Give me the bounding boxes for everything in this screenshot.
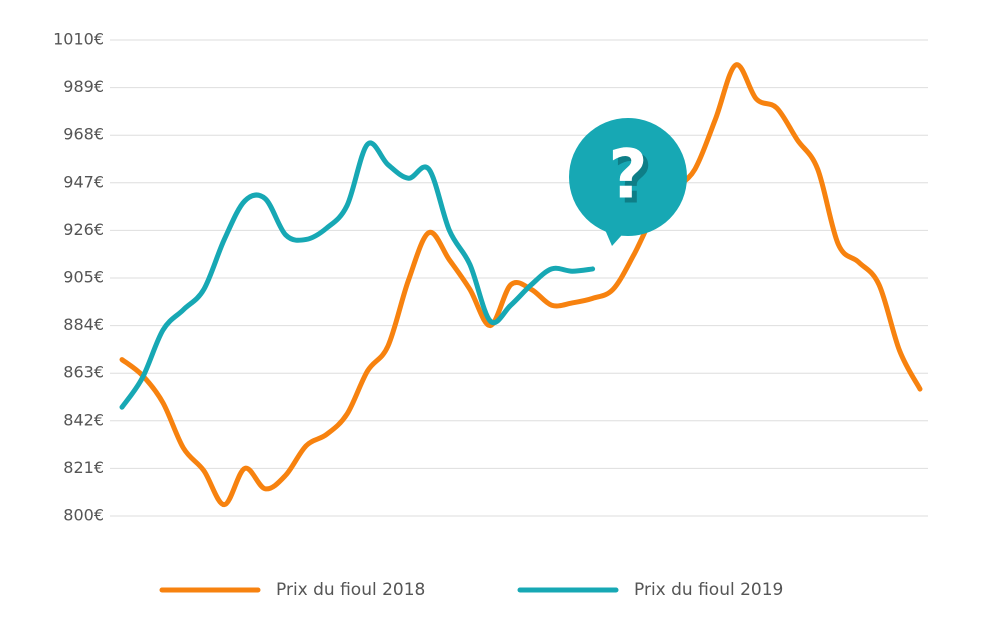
y-tick-label: 842€ bbox=[63, 410, 104, 429]
y-tick-label: 905€ bbox=[63, 268, 104, 287]
y-tick-label: 968€ bbox=[63, 125, 104, 144]
line bbox=[119, 62, 923, 508]
y-tick-label: 821€ bbox=[63, 458, 104, 477]
annotation: ? bbox=[613, 141, 652, 220]
y-tick-label: 800€ bbox=[63, 506, 104, 525]
y-tick-label: 884€ bbox=[63, 315, 104, 334]
y-tick-label: 989€ bbox=[63, 77, 104, 96]
y-tick-label: 947€ bbox=[63, 172, 104, 191]
legend-label: Prix du fioul 2018 bbox=[276, 580, 425, 600]
y-tick-label: 926€ bbox=[63, 220, 104, 239]
y-tick-label: 863€ bbox=[63, 363, 104, 382]
annotation-face: ? bbox=[608, 136, 647, 215]
line bbox=[119, 140, 596, 410]
legend-label: Prix du fioul 2019 bbox=[634, 580, 783, 600]
y-tick-label: 1010€ bbox=[53, 30, 104, 49]
speech-bubble bbox=[569, 118, 687, 236]
